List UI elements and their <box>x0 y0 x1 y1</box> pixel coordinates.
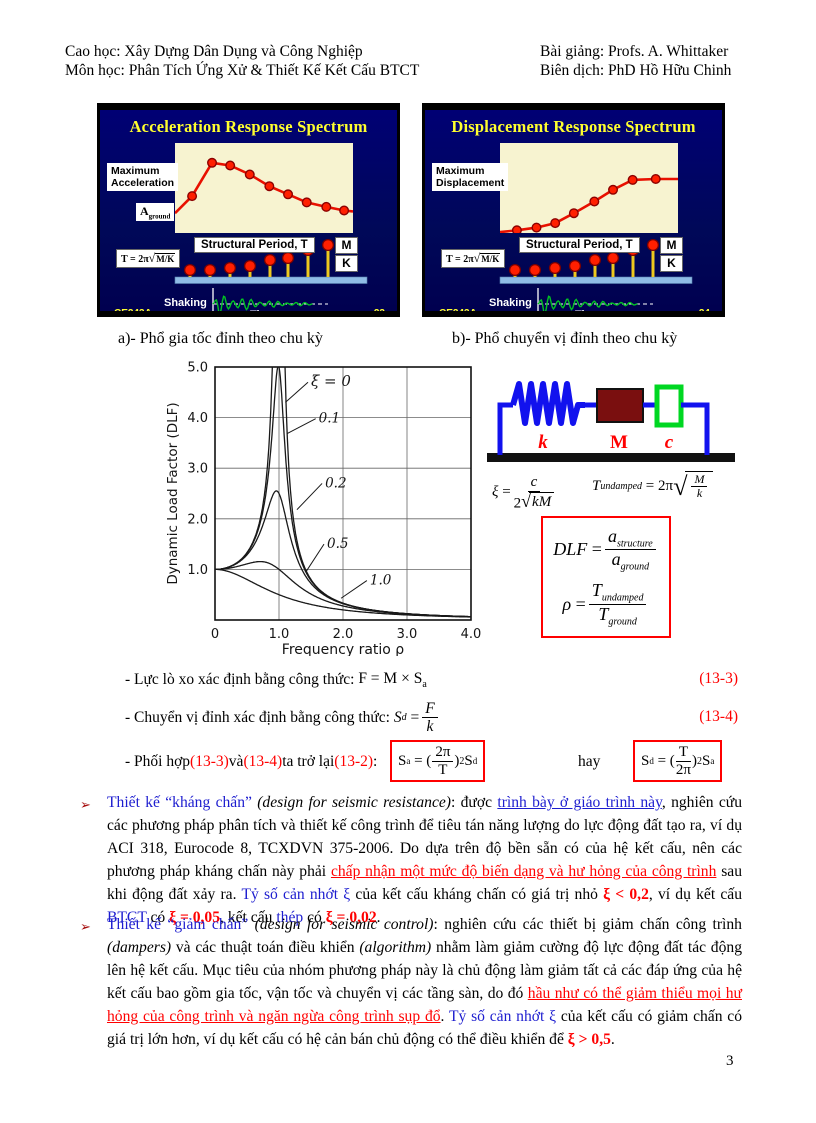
header-lecturer: Bài giảng: Profs. A. Whittaker <box>540 43 729 60</box>
svg-text:0.1: 0.1 <box>319 411 340 427</box>
time-label: Time <box>575 309 600 311</box>
inline-link[interactable]: trình bày ở giáo trình này <box>497 794 662 811</box>
slide-a-title: Acceleration Response Spectrum <box>129 117 368 136</box>
dlf-frequency-ratio-chart: 1.0 2.0 3.0 4.0 5.0 0 1.0 2.0 3.0 4.0 Frequency ra… <box>165 361 482 657</box>
svg-text:ξ = 0: ξ = 0 <box>311 372 351 390</box>
page-number: 3 <box>726 1053 734 1069</box>
a-ground-label: Aground <box>136 203 175 222</box>
course-code: CE243A <box>114 308 152 311</box>
slide-displacement-spectrum: Displacement Response Spectrum Maximum D… <box>422 103 725 317</box>
rho-definition: ρ = Tundamped Tground <box>563 580 650 627</box>
equation-13-3: - Lực lò xo xác định bằng công thức: F =… <box>125 670 427 691</box>
svg-text:1.0: 1.0 <box>370 573 392 589</box>
shaking-label: Shaking <box>164 297 207 309</box>
slide-a-ylabel: Maximum Acceleration <box>107 163 179 191</box>
equation-ref-13-4: (13-4) <box>699 708 738 725</box>
svg-text:k: k <box>538 432 548 453</box>
slide-acceleration-spectrum: Acceleration Response Spectrum Maximum A… <box>97 103 400 317</box>
time-label: Time <box>250 309 275 311</box>
header-translator: Biên dịch: PhD Hồ Hữu Chinh <box>540 62 732 79</box>
slide-b-ylabel: Maximum Displacement <box>432 163 509 191</box>
equation-ref-13-3: (13-3) <box>699 670 738 687</box>
slide-b-title: Displacement Response Spectrum <box>451 117 696 136</box>
header-program: Cao học: Xây Dựng Dân Dụng và Công Nghiệ… <box>65 43 363 60</box>
slide-b-body: Displacement Response Spectrum Maximum D… <box>425 110 722 311</box>
svg-text:4.0: 4.0 <box>461 627 482 642</box>
damping-ratio-formula: ξ = c 2 √ kM <box>492 474 557 512</box>
shaking-label: Shaking <box>489 297 532 309</box>
bullet-paragraph-seismic-resistance: ➢ Thiết kế “kháng chấn” (design for seis… <box>80 791 742 929</box>
bullet-paragraph-seismic-control: ➢ Thiết kế “giảm chấn” (design for seism… <box>80 913 742 1051</box>
mass-box-label: M <box>660 237 683 254</box>
acceleration-curve <box>174 157 354 216</box>
svg-text:3.0: 3.0 <box>187 462 208 477</box>
slide-a-pendulum-graphic <box>174 238 368 311</box>
equation-13-2-text: - Phối hợp (13-3) và (13-4) ta trở lại (… <box>125 753 378 770</box>
svg-text:5.0: 5.0 <box>187 361 208 376</box>
paragraph-text: Thiết kế “giảm chấn” (design for seismic… <box>107 916 743 1048</box>
slide-number: 23 <box>374 308 385 311</box>
slide-b-period-formula: T = 2π√M/K <box>441 249 506 268</box>
svg-text:c: c <box>665 432 674 453</box>
svg-text:1.0: 1.0 <box>187 563 208 578</box>
header-left: Cao học: Xây Dựng Dân Dụng và Công Nghiệ… <box>65 42 419 80</box>
svg-text:2.0: 2.0 <box>187 512 208 527</box>
svg-text:Dynamic Load Factor (DLF): Dynamic Load Factor (DLF) <box>165 402 181 584</box>
bullet-arrow-icon: ➢ <box>80 797 91 812</box>
svg-text:3.0: 3.0 <box>397 627 418 642</box>
svg-text:4.0: 4.0 <box>187 411 208 426</box>
header-course: Môn học: Phân Tích Ứng Xử & Thiết Kế Kết… <box>65 62 420 79</box>
caption-a: a)- Phổ gia tốc đỉnh theo chu kỳ <box>118 330 323 347</box>
slide-b-spectrum-plot <box>499 143 678 236</box>
slide-a-xlabel: Structural Period, T <box>194 237 315 253</box>
svg-text:Frequency ratio ρ: Frequency ratio ρ <box>282 642 405 656</box>
paragraph-text: Thiết kế “kháng chấn” (design for seismi… <box>107 794 743 926</box>
displacement-curve <box>499 174 678 236</box>
slide-a-period-formula: T = 2π√M/K <box>116 249 181 268</box>
mass-box-label: M <box>335 237 358 254</box>
bullet-arrow-icon: ➢ <box>80 919 91 934</box>
slide-b-pendulum-graphic <box>499 238 693 311</box>
svg-text:0: 0 <box>211 627 219 642</box>
equation-13-4: - Chuyển vị đỉnh xác định bằng công thức… <box>125 700 441 735</box>
dlf-definition: DLF = astructure aground <box>553 526 658 573</box>
svg-text:0.2: 0.2 <box>325 475 346 491</box>
svg-text:2.0: 2.0 <box>333 627 354 642</box>
header-right: Bài giảng: Profs. A. Whittaker Biên dịch… <box>540 42 731 80</box>
svg-text:1.0: 1.0 <box>269 627 290 642</box>
slide-b-xlabel: Structural Period, T <box>519 237 640 253</box>
course-code: CE243A <box>439 308 477 311</box>
slide-a-body: Acceleration Response Spectrum Maximum A… <box>100 110 397 311</box>
slide-number: 24 <box>699 308 710 311</box>
caption-b: b)- Phổ chuyển vị đỉnh theo chu kỳ <box>452 330 678 347</box>
formula-F-MSa: F = M × Sa <box>358 670 427 691</box>
dlf-rho-definition-box: DLF = astructure aground ρ = Tundamped T… <box>541 516 671 638</box>
slide-a-spectrum-plot <box>174 143 354 233</box>
stiffness-box-label: K <box>335 255 358 272</box>
hay-connector: hay <box>578 753 601 770</box>
svg-text:M: M <box>610 432 628 453</box>
svg-text:0.5: 0.5 <box>327 536 348 552</box>
stiffness-box-label: K <box>660 255 683 272</box>
